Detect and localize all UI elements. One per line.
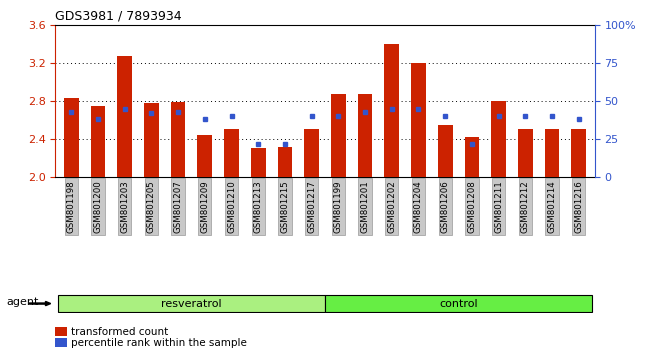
Bar bbox=[411, 63, 426, 177]
Bar bbox=[438, 125, 452, 177]
Text: percentile rank within the sample: percentile rank within the sample bbox=[71, 338, 247, 348]
Text: GSM801200: GSM801200 bbox=[94, 181, 103, 233]
Bar bbox=[304, 130, 319, 177]
Text: GSM801211: GSM801211 bbox=[494, 181, 503, 233]
Text: transformed count: transformed count bbox=[71, 327, 168, 337]
Bar bbox=[224, 130, 239, 177]
Text: GSM801199: GSM801199 bbox=[334, 181, 343, 233]
Bar bbox=[278, 147, 292, 177]
Bar bbox=[384, 44, 399, 177]
Bar bbox=[144, 103, 159, 177]
Bar bbox=[198, 135, 212, 177]
Bar bbox=[171, 102, 185, 177]
Text: GSM801203: GSM801203 bbox=[120, 181, 129, 233]
Text: GSM801201: GSM801201 bbox=[361, 181, 370, 233]
Text: resveratrol: resveratrol bbox=[161, 298, 222, 309]
Text: GSM801213: GSM801213 bbox=[254, 181, 263, 233]
Bar bbox=[518, 130, 532, 177]
Bar bbox=[545, 130, 560, 177]
Text: control: control bbox=[439, 298, 478, 309]
Text: GSM801217: GSM801217 bbox=[307, 181, 316, 233]
Text: GDS3981 / 7893934: GDS3981 / 7893934 bbox=[55, 9, 182, 22]
Bar bbox=[64, 98, 79, 177]
Text: GSM801209: GSM801209 bbox=[200, 181, 209, 233]
Bar bbox=[251, 148, 266, 177]
Text: GSM801212: GSM801212 bbox=[521, 181, 530, 233]
Bar bbox=[491, 101, 506, 177]
Bar bbox=[90, 105, 105, 177]
Text: GSM801207: GSM801207 bbox=[174, 181, 183, 233]
Bar bbox=[118, 56, 132, 177]
Text: GSM801205: GSM801205 bbox=[147, 181, 156, 233]
Text: GSM801206: GSM801206 bbox=[441, 181, 450, 233]
Bar bbox=[331, 94, 346, 177]
Text: GSM801204: GSM801204 bbox=[414, 181, 423, 233]
Text: GSM801198: GSM801198 bbox=[67, 181, 76, 233]
Text: GSM801208: GSM801208 bbox=[467, 181, 476, 233]
Bar bbox=[571, 130, 586, 177]
Bar bbox=[465, 137, 479, 177]
Bar bbox=[58, 295, 325, 312]
Text: GSM801216: GSM801216 bbox=[574, 181, 583, 233]
Bar bbox=[325, 295, 592, 312]
Text: GSM801214: GSM801214 bbox=[547, 181, 556, 233]
Text: GSM801215: GSM801215 bbox=[280, 181, 289, 233]
Text: GSM801202: GSM801202 bbox=[387, 181, 396, 233]
Bar bbox=[358, 94, 372, 177]
Text: GSM801210: GSM801210 bbox=[227, 181, 236, 233]
Text: agent: agent bbox=[6, 297, 39, 307]
